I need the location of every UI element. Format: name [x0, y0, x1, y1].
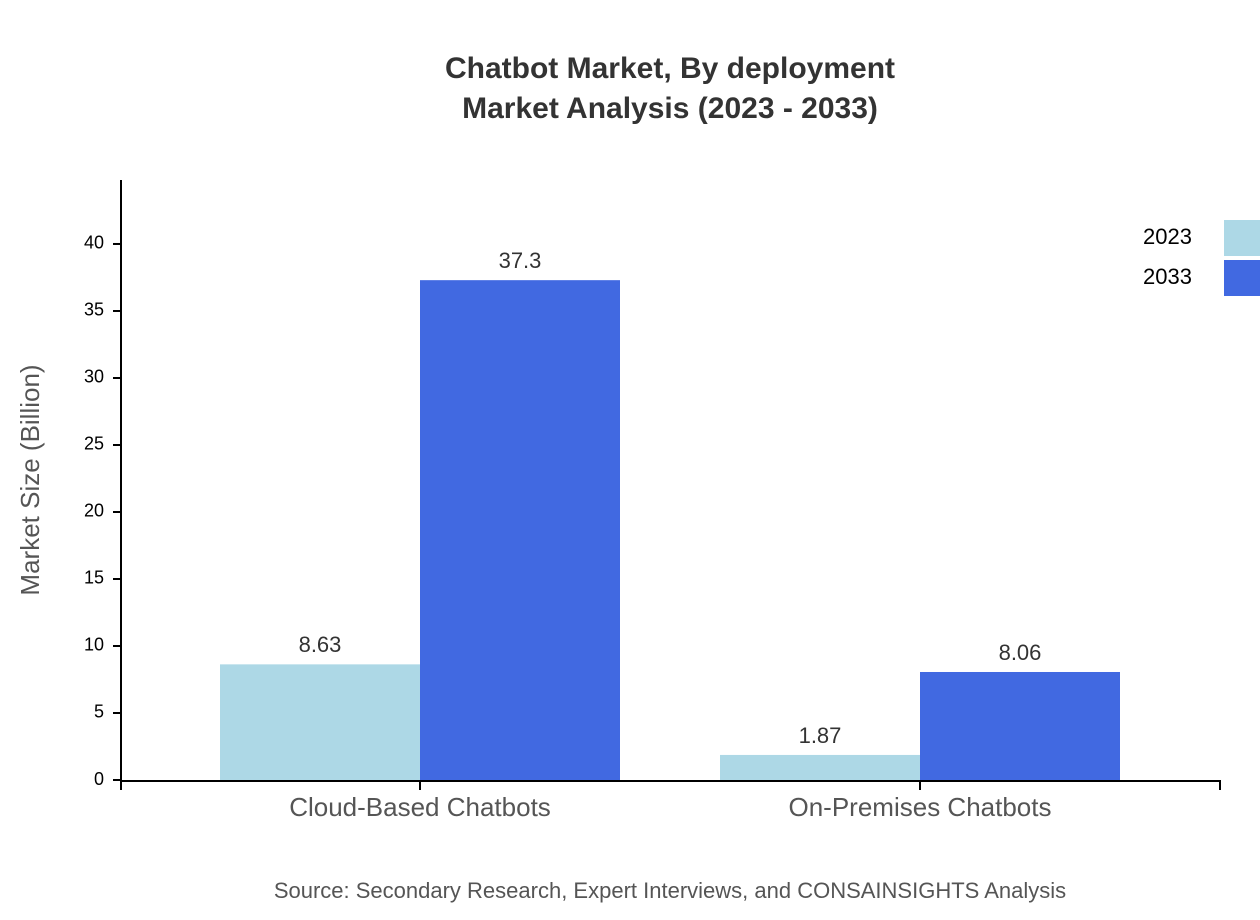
y-tick-label: 0 [94, 769, 104, 789]
x-tick-label: Cloud-Based Chatbots [289, 792, 551, 822]
bar [720, 754, 920, 780]
x-tick-label: On-Premises Chatbots [789, 792, 1052, 822]
legend-swatch [1224, 260, 1260, 296]
value-label: 8.63 [299, 632, 342, 657]
legend-label: 2033 [1143, 264, 1192, 289]
chart-subtitle: Market Analysis (2023 - 2033) [462, 92, 878, 125]
y-tick-label: 30 [84, 367, 104, 387]
y-tick-label: 40 [84, 233, 104, 253]
bar [920, 671, 1120, 780]
source-note: Source: Secondary Research, Expert Inter… [274, 878, 1066, 903]
value-label: 8.06 [999, 640, 1042, 665]
y-tick-label: 20 [84, 501, 104, 521]
y-tick-label: 10 [84, 635, 104, 655]
y-axis-label: Market Size (Billion) [15, 364, 45, 595]
y-tick-label: 5 [94, 702, 104, 722]
chart-title: Chatbot Market, By deployment [445, 52, 895, 85]
y-tick-label: 35 [84, 300, 104, 320]
legend-swatch [1224, 220, 1260, 256]
value-label: 1.87 [799, 723, 842, 748]
bar [420, 280, 620, 780]
legend-label: 2023 [1143, 224, 1192, 249]
y-tick-label: 25 [84, 434, 104, 454]
bar [220, 664, 420, 780]
y-tick-label: 15 [84, 568, 104, 588]
value-label: 37.3 [499, 248, 542, 273]
